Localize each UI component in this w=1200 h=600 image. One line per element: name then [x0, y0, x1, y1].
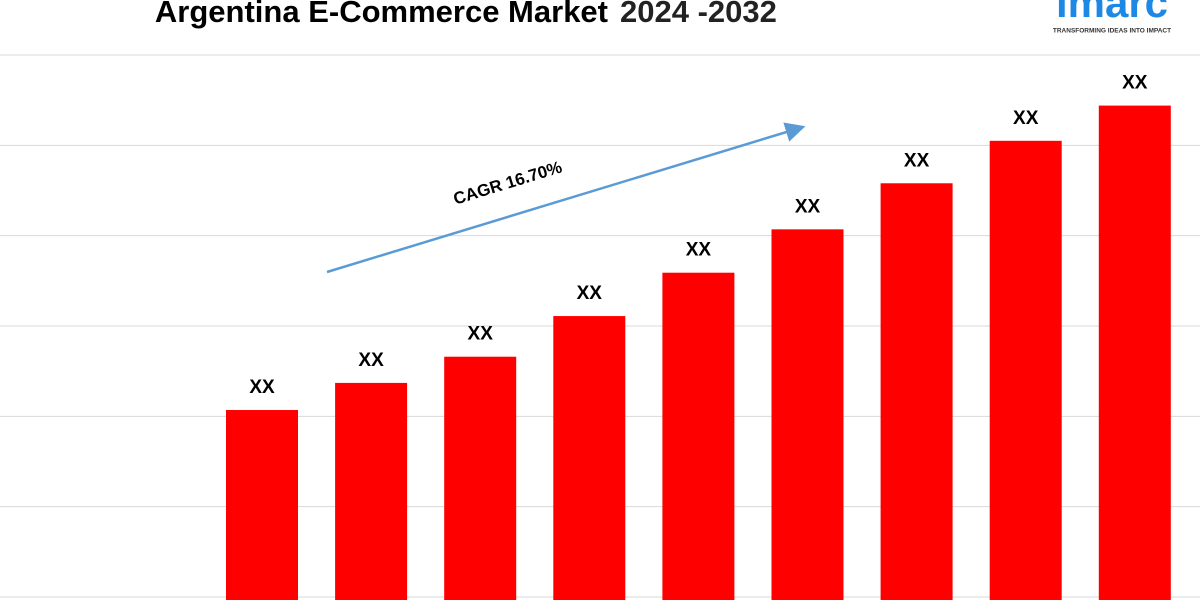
- value-label: XX: [1013, 108, 1039, 129]
- value-label: XX: [249, 377, 275, 398]
- value-label: XX: [904, 150, 930, 171]
- bar: [771, 229, 844, 600]
- logo-name: imarc: [1056, 0, 1168, 26]
- value-label: XX: [358, 350, 384, 371]
- value-label: XX: [686, 240, 712, 261]
- bars: XX XX XX XX XX XX XX XX XX: [226, 73, 1171, 600]
- bar: [1098, 105, 1171, 600]
- chart-subtitle: 2024 -2032: [620, 0, 777, 29]
- value-label: XX: [577, 283, 603, 304]
- cagr-arrow: [326, 122, 806, 274]
- bar: [662, 272, 735, 600]
- value-label: XX: [1122, 73, 1148, 94]
- logo-tagline: TRANSFORMING IDEAS INTO IMPACT: [1053, 28, 1171, 35]
- value-label: XX: [468, 324, 494, 345]
- bar: [880, 183, 953, 600]
- chart-title: Argentina E-Commerce Market: [155, 0, 608, 29]
- bar: [553, 316, 626, 600]
- cagr-annotation: CAGR 16.70%: [451, 158, 564, 209]
- value-label: XX: [795, 196, 821, 217]
- bar: [226, 410, 298, 600]
- bar: [989, 140, 1062, 600]
- bar: [335, 382, 408, 600]
- bar: [444, 356, 517, 600]
